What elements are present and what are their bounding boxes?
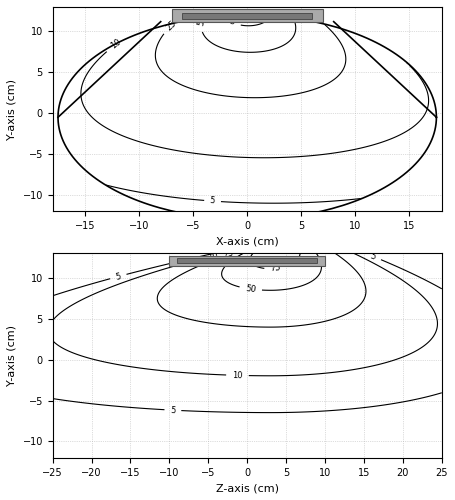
Text: 25: 25 [165,18,178,32]
Text: 75: 75 [223,14,237,28]
X-axis label: X-axis (cm): X-axis (cm) [216,236,278,246]
Text: 10: 10 [206,250,219,261]
Bar [182,12,312,19]
Text: 50: 50 [197,14,207,26]
Y-axis label: Y-axis (cm): Y-axis (cm) [7,325,17,386]
Bar [177,258,317,264]
Text: 75: 75 [270,264,281,274]
Text: 5: 5 [369,252,377,262]
Text: 50: 50 [245,284,257,294]
Bar [172,10,323,22]
Text: 5: 5 [115,272,122,281]
Text: 10: 10 [109,38,122,51]
Text: 5: 5 [170,406,176,415]
X-axis label: Z-axis (cm): Z-axis (cm) [216,483,279,493]
Bar [169,256,325,266]
Text: 10: 10 [232,370,243,380]
Text: 5: 5 [210,196,216,205]
Text: 25: 25 [222,248,235,260]
Y-axis label: Y-axis (cm): Y-axis (cm) [7,78,17,140]
